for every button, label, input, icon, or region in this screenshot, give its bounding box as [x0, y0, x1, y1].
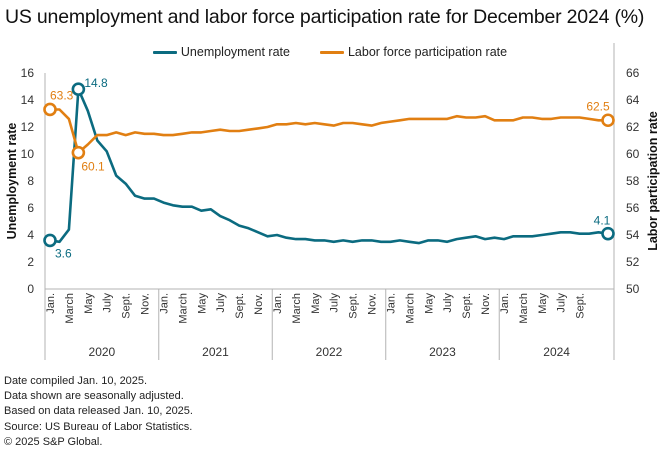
- x-month-label: Jan.: [385, 293, 397, 314]
- participation-data-label: 63.3: [50, 88, 74, 102]
- y-right-tick-label: 62: [626, 120, 640, 134]
- y-right-tick-label: 66: [626, 66, 640, 80]
- x-month-label: Sept.: [348, 293, 360, 319]
- x-year-label: 2023: [429, 345, 456, 359]
- x-month-label: July: [102, 293, 114, 313]
- x-month-label: May: [83, 293, 95, 314]
- legend-swatch-participation: [319, 50, 344, 54]
- x-month-label: Nov.: [253, 293, 265, 315]
- x-year-label: 2024: [543, 345, 570, 359]
- y-right-tick-label: 54: [626, 228, 640, 242]
- x-month-label: Jan.: [45, 293, 57, 314]
- y-right-tick-label: 50: [626, 282, 640, 296]
- x-month-label: May: [423, 293, 435, 314]
- y-right-tick-label: 56: [626, 201, 640, 215]
- legend-label-unemployment: Unemployment rate: [180, 45, 290, 59]
- y-right-tick-label: 60: [626, 147, 640, 161]
- x-year-label: 2020: [89, 345, 116, 359]
- unemployment-data-label: 4.1: [594, 214, 611, 228]
- x-month-label: March: [404, 293, 416, 324]
- unemployment-marker: [71, 82, 86, 96]
- x-month-label: May: [196, 293, 208, 314]
- y-left-tick-label: 14: [21, 93, 35, 107]
- y-left-tick-label: 12: [21, 120, 35, 134]
- note-copyright: © 2025 S&P Global.: [4, 435, 103, 448]
- y-left-tick-label: 10: [21, 147, 35, 161]
- participation-marker: [71, 145, 86, 160]
- legend-label-participation: Labor force participation rate: [347, 45, 508, 59]
- unemployment-data-label: 3.6: [55, 246, 72, 260]
- participation-line: [48, 108, 610, 154]
- x-month-label: Sept.: [575, 293, 587, 319]
- y-left-tick-label: 6: [27, 201, 34, 215]
- unemployment-line: [48, 87, 610, 245]
- y-right-tick-label: 64: [626, 93, 640, 107]
- y-left-tick-label: 2: [27, 255, 34, 269]
- y-left-tick-label: 4: [27, 228, 34, 242]
- legend: Unemployment rate Labor force participat…: [0, 45, 660, 59]
- unemployment-data-label: 14.8: [84, 76, 108, 90]
- x-month-label: Jan.: [158, 293, 170, 314]
- x-month-label: March: [64, 293, 76, 324]
- x-year-label: 2022: [316, 345, 343, 359]
- x-month-label: Nov.: [367, 293, 379, 315]
- x-month-label: July: [329, 293, 341, 313]
- legend-item-unemployment: Unemployment rate: [152, 45, 290, 59]
- legend-item-participation: Labor force participation rate: [319, 45, 508, 59]
- x-month-label: March: [291, 293, 303, 324]
- chart-title: US unemployment and labor force particip…: [5, 6, 645, 28]
- x-month-label: Jan.: [499, 293, 511, 314]
- x-month-label: March: [177, 293, 189, 324]
- participation-data-label: 62.5: [586, 99, 610, 113]
- x-month-label: July: [556, 293, 568, 313]
- x-month-label: May: [537, 293, 549, 314]
- x-month-label: July: [215, 293, 227, 313]
- unemployment-marker: [601, 226, 615, 241]
- unemployment-marker: [43, 233, 57, 248]
- x-month-label: Jan.: [272, 293, 284, 314]
- y-left-tick-label: 16: [21, 66, 35, 80]
- x-year-label: 2021: [202, 345, 229, 359]
- x-month-label: May: [310, 293, 322, 314]
- y-left-tick-label: 8: [27, 174, 34, 188]
- note-date-compiled: Date compiled Jan. 10, 2025.: [4, 375, 148, 387]
- x-month-label: March: [518, 293, 530, 324]
- x-month-label: Nov.: [140, 293, 152, 315]
- participation-marker: [43, 102, 57, 117]
- participation-data-label: 60.1: [81, 160, 105, 174]
- note-source: Source: US Bureau of Labor Statistics.: [4, 420, 193, 433]
- note-release: Based on data released Jan. 10, 2025.: [4, 405, 193, 418]
- x-month-label: Sept.: [234, 293, 246, 319]
- legend-swatch-unemployment: [152, 50, 177, 54]
- participation-marker: [601, 113, 615, 128]
- y-right-tick-label: 58: [626, 174, 640, 188]
- y-right-tick-label: 52: [626, 255, 640, 269]
- footnotes: Date compiled Jan. 10, 2025. Data shown …: [4, 374, 193, 450]
- x-month-label: Sept.: [461, 293, 473, 319]
- x-month-label: Nov.: [480, 293, 492, 315]
- y-left-tick-label: 0: [27, 282, 34, 296]
- x-month-label: July: [442, 293, 454, 313]
- note-seasonal: Data shown are seasonally adjusted.: [4, 390, 184, 403]
- y-right-axis-title: Labor participation rate: [646, 111, 660, 251]
- y-left-axis-title: Unemployment rate: [5, 123, 19, 240]
- x-month-label: Sept.: [121, 293, 133, 319]
